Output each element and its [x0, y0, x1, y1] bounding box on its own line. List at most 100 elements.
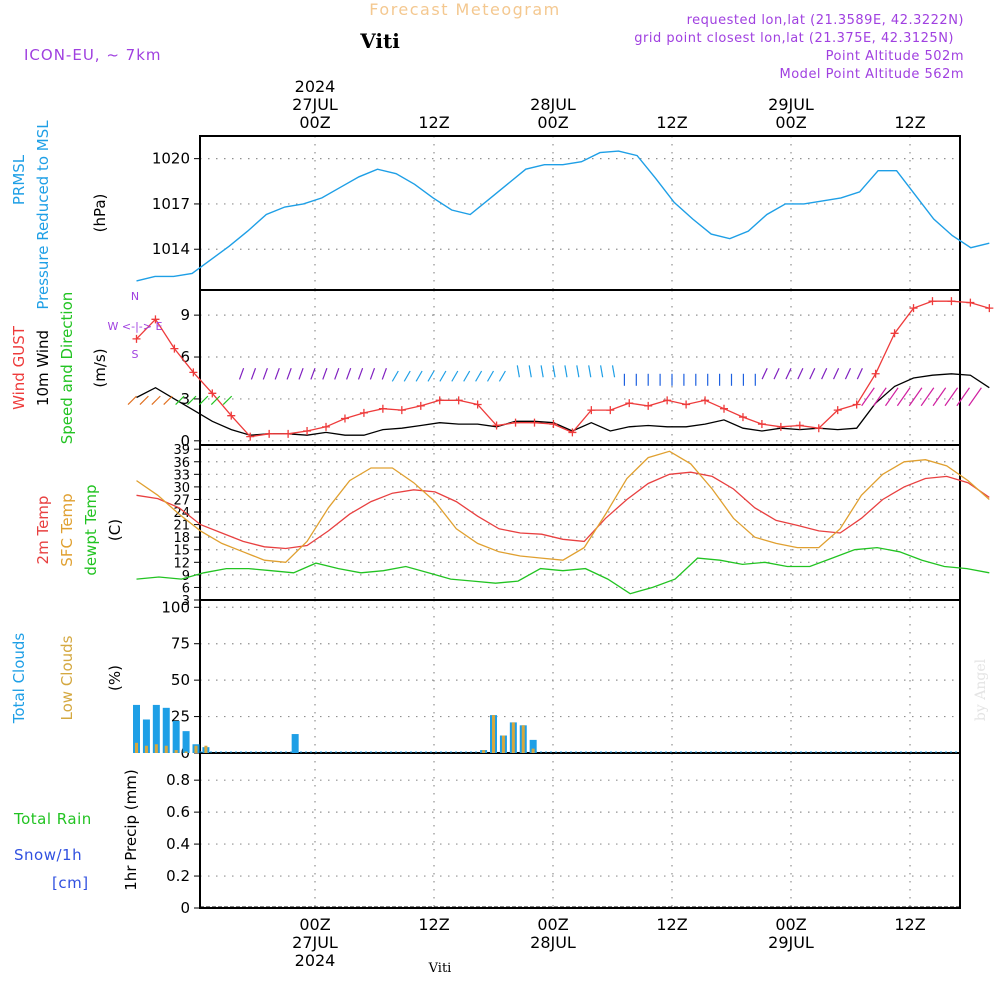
gust-marker: [720, 404, 729, 413]
time-label-bottom: 00Z: [299, 915, 330, 934]
gust-marker: [852, 400, 861, 409]
wind-arrow: [920, 387, 935, 407]
low-cloud-bar: [194, 745, 198, 753]
time-label-top: 00Z: [299, 113, 330, 132]
compass-n: N: [131, 290, 139, 303]
wind10m-line: [136, 373, 990, 436]
panel-frame: [199, 599, 961, 754]
y-tick-label: 30: [173, 481, 190, 496]
gust-marker: [568, 428, 577, 437]
gust-marker: [757, 420, 766, 429]
gust-marker: [625, 399, 634, 408]
gust-marker: [265, 429, 274, 438]
gust-marker: [359, 408, 368, 417]
sfc-temp-label: SFC Temp: [58, 493, 76, 566]
wind-arrow: [127, 395, 137, 406]
gust-marker: [530, 418, 539, 427]
wind-arrow: [896, 387, 911, 407]
y-tick-label: 33: [173, 468, 190, 483]
wind-arrow: [381, 367, 387, 380]
y-tick-label: 0.2: [166, 867, 190, 885]
wind-arrow: [956, 387, 970, 407]
wind-arrow: [785, 367, 792, 380]
y-tick-label: 1020: [152, 150, 190, 168]
sfc-temp-line: [136, 450, 990, 563]
gust-marker: [701, 396, 710, 405]
gust-marker: [454, 396, 463, 405]
gust-marker: [587, 406, 596, 415]
wind-arrow: [310, 367, 316, 380]
cloud-unit: (%): [106, 665, 124, 691]
wind-arrow: [210, 395, 221, 406]
panel-frame: [199, 135, 961, 291]
y-tick-label: 21: [173, 519, 190, 534]
time-label-top: 12Z: [894, 113, 925, 132]
wind-arrow: [286, 367, 292, 380]
low-cloud-bar: [174, 750, 178, 753]
low-cloud-bar: [531, 748, 535, 753]
gust-marker: [208, 389, 217, 398]
time-label-top: 27JUL: [292, 95, 338, 114]
y-tick-label: 0.4: [166, 835, 190, 853]
wind-arrow: [238, 367, 245, 380]
gust-marker: [246, 432, 255, 441]
temp-unit: (C): [106, 519, 124, 541]
y-tick-label: 15: [173, 544, 190, 559]
wind-arrow: [198, 395, 209, 406]
time-label-bottom: 29JUL: [768, 933, 814, 952]
y-tick-label: 6: [180, 348, 190, 366]
total-cloud-bar: [162, 707, 170, 753]
wind-arrow: [322, 367, 328, 380]
gust-marker: [132, 334, 141, 343]
time-label-bottom: 27JUL: [292, 933, 338, 952]
gust-marker: [340, 414, 349, 423]
wind-arrow: [540, 365, 544, 378]
gust-label: Wind GUST: [10, 325, 28, 410]
low-cloud-bar: [482, 750, 486, 753]
wind-dir-label: Speed and Direction: [58, 292, 76, 445]
y-tick-label: 6: [182, 581, 190, 596]
wind-arrow: [821, 367, 828, 380]
low-cloud-bar: [501, 735, 505, 753]
time-label-top: 12Z: [656, 113, 687, 132]
wind-arrow: [175, 395, 185, 406]
time-label-bottom: 00Z: [775, 915, 806, 934]
gust-marker: [397, 406, 406, 415]
wind-arrow: [809, 367, 816, 380]
temp2m-label: 2m Temp: [34, 496, 52, 565]
low-cloud-bar: [135, 742, 138, 753]
gust-marker: [549, 420, 558, 429]
y-tick-label: 39: [173, 443, 190, 458]
gust-marker: [322, 422, 331, 431]
gust-marker: [928, 297, 937, 306]
y-tick-label: 9: [180, 306, 190, 324]
y-tick-label: 18: [173, 531, 190, 546]
snow-label: Snow/1h: [14, 846, 82, 864]
wind-arrow: [600, 365, 604, 378]
low-cloud-bar: [492, 715, 495, 753]
wind-arrow: [415, 370, 423, 382]
wind-arrow: [391, 370, 399, 382]
watermark: by Angel: [973, 658, 989, 721]
compass-we: W <-|-> E: [108, 320, 163, 333]
total-cloud-bar: [133, 704, 140, 753]
time-label-bottom: 12Z: [894, 915, 925, 934]
gust-marker: [682, 400, 691, 409]
y-tick-label: 0: [180, 432, 190, 450]
gust-marker: [663, 396, 672, 405]
rain-label: Total Rain: [13, 810, 92, 828]
low-cloud-bar: [164, 745, 168, 753]
gust-marker: [890, 329, 899, 338]
location-title: Viti: [359, 29, 400, 53]
gust-marker: [511, 418, 520, 427]
chart-title: Forecast Meteogram: [369, 0, 560, 19]
pressure-label: PRMSL: [10, 154, 28, 205]
wind-arrow: [944, 387, 959, 407]
gust-marker: [738, 413, 747, 422]
precip-axis-label: 1hr Precip (mm): [122, 769, 140, 890]
y-tick-label: 0: [180, 899, 190, 917]
wind-arrow: [139, 395, 149, 406]
wind-arrow: [856, 367, 863, 380]
gust-marker: [473, 400, 482, 409]
wind-arrow: [873, 387, 887, 407]
